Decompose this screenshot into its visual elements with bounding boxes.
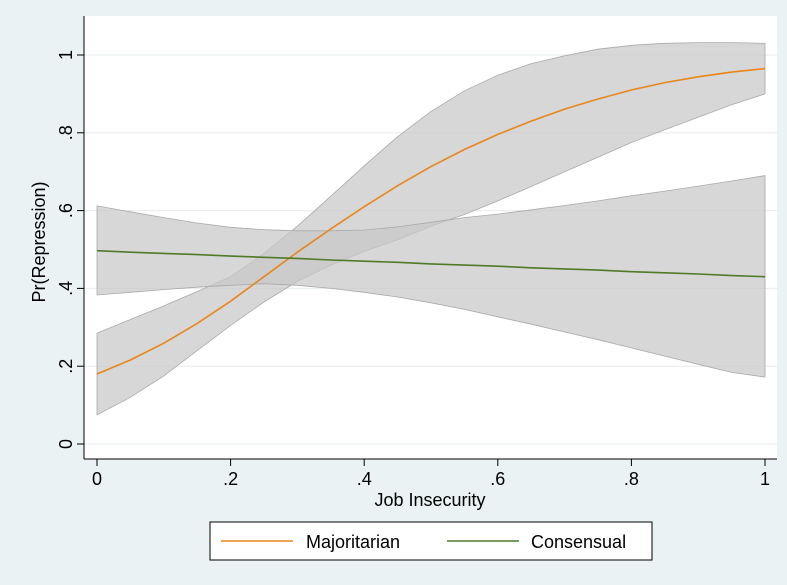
legend-label-majoritarian: Majoritarian bbox=[306, 532, 400, 552]
y-tick-label-2: .4 bbox=[56, 281, 76, 296]
y-tick-label-3: .6 bbox=[56, 203, 76, 218]
x-tick-label-2: .4 bbox=[357, 469, 372, 489]
ci-band-consensual bbox=[96, 175, 766, 378]
x-tick-label-3: .6 bbox=[490, 469, 505, 489]
x-tick-label-0: 0 bbox=[92, 469, 102, 489]
series-line-majoritarian bbox=[96, 67, 766, 375]
series-line-consensual bbox=[96, 249, 766, 278]
y-tick-label-4: .8 bbox=[56, 125, 76, 140]
y-tick-label-1: .2 bbox=[56, 359, 76, 374]
confidence-bands bbox=[96, 42, 766, 416]
x-tick-label-5: 1 bbox=[760, 469, 770, 489]
series-lines bbox=[96, 67, 766, 375]
legend: Majoritarian Consensual bbox=[209, 521, 653, 561]
axes: 0 .2 .4 .6 .8 1 0 .2 .4 .6 .8 1 bbox=[56, 16, 777, 489]
x-tick-label-1: .2 bbox=[223, 469, 238, 489]
y-axis-title: Pr(Repression) bbox=[29, 181, 49, 302]
y-tick-label-5: 1 bbox=[56, 50, 76, 60]
legend-label-consensual: Consensual bbox=[531, 532, 626, 552]
x-tick-label-4: .8 bbox=[624, 469, 639, 489]
y-tick-label-0: 0 bbox=[56, 439, 76, 449]
x-axis-title: Job Insecurity bbox=[374, 490, 485, 510]
